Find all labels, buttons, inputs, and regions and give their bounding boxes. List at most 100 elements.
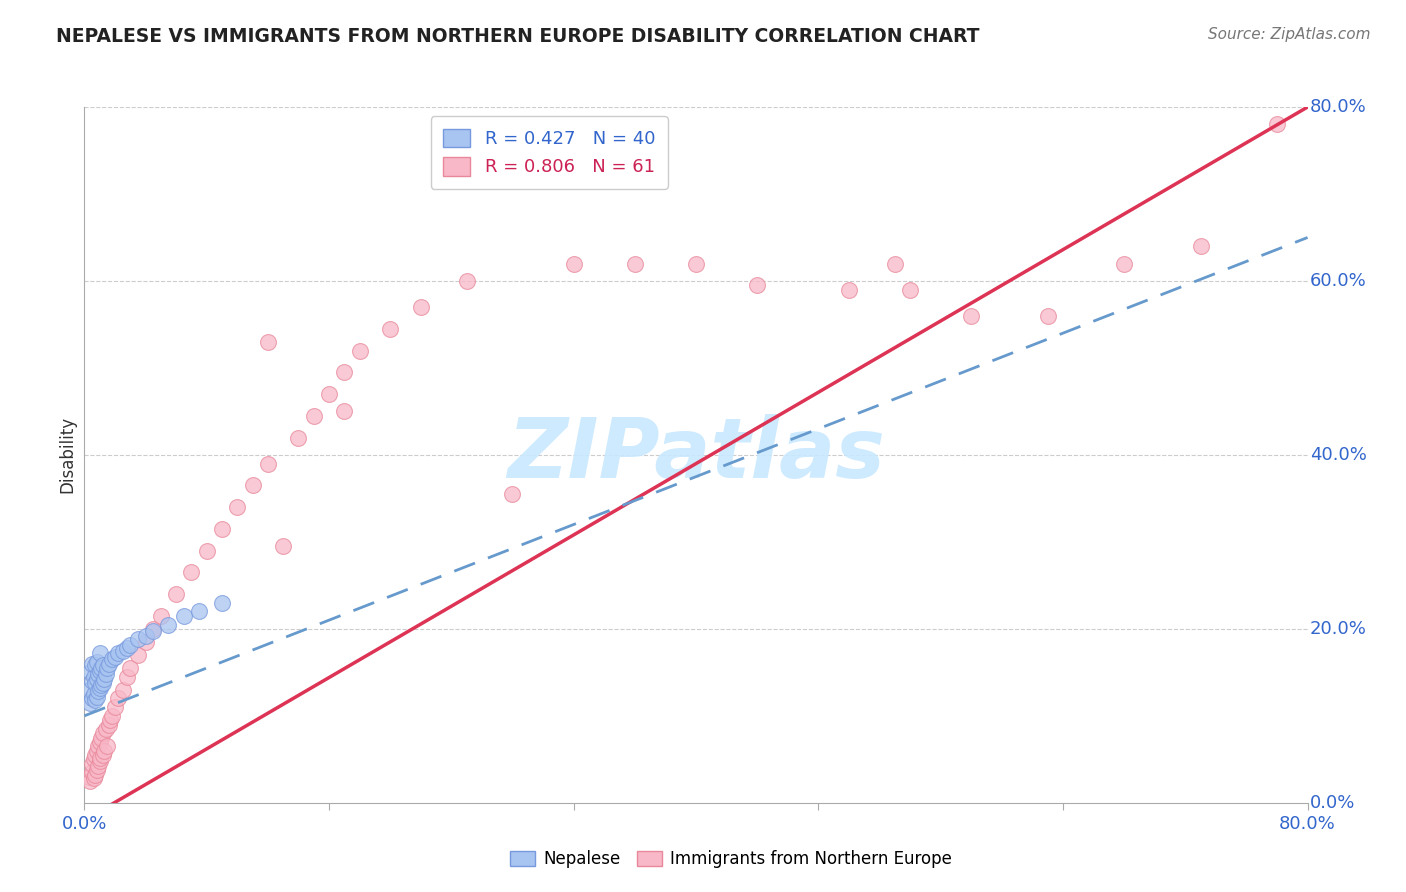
Point: [271, 539, 294, 553]
Point: [562, 256, 585, 270]
Point: [86, 763, 108, 777]
Point: [93, 744, 115, 758]
Point: [96, 661, 118, 675]
Text: Source: ZipAtlas.com: Source: ZipAtlas.com: [1208, 27, 1371, 42]
Point: [89, 646, 111, 660]
Point: [115, 640, 138, 655]
Point: [120, 638, 142, 652]
Point: [135, 629, 157, 643]
Point: [838, 283, 860, 297]
Legend: R = 0.427   N = 40, R = 0.806   N = 61: R = 0.427 N = 40, R = 0.806 N = 61: [430, 116, 668, 189]
Point: [107, 691, 129, 706]
Point: [89, 750, 111, 764]
Point: [84, 768, 107, 782]
Point: [91, 675, 114, 690]
Point: [86, 744, 108, 758]
Point: [89, 681, 111, 695]
Point: [333, 404, 356, 418]
Point: [83, 670, 105, 684]
Point: [91, 747, 114, 762]
Point: [84, 658, 107, 673]
Text: 0.0%: 0.0%: [1310, 794, 1355, 812]
Point: [77, 770, 100, 784]
Point: [86, 673, 108, 687]
Point: [93, 673, 115, 687]
Point: [456, 274, 478, 288]
Point: [89, 664, 111, 678]
Legend: Nepalese, Immigrants from Northern Europe: Nepalese, Immigrants from Northern Europ…: [503, 844, 959, 875]
Point: [86, 655, 108, 669]
Point: [80, 756, 103, 771]
Point: [1114, 256, 1136, 270]
Point: [409, 300, 432, 314]
Point: [84, 747, 107, 762]
Point: [883, 256, 905, 270]
Point: [77, 682, 100, 697]
Text: NEPALESE VS IMMIGRANTS FROM NORTHERN EUROPE DISABILITY CORRELATION CHART: NEPALESE VS IMMIGRANTS FROM NORTHERN EUR…: [56, 27, 980, 45]
Point: [80, 765, 103, 780]
Point: [84, 693, 107, 707]
Point: [898, 283, 921, 297]
Point: [87, 684, 110, 698]
Point: [226, 500, 249, 514]
Point: [83, 772, 105, 786]
Point: [127, 632, 149, 647]
Text: 40.0%: 40.0%: [1310, 446, 1367, 464]
Point: [180, 566, 202, 580]
Text: 20.0%: 20.0%: [1310, 620, 1367, 638]
Point: [157, 617, 180, 632]
Point: [83, 752, 105, 766]
Point: [91, 726, 114, 740]
Point: [142, 624, 165, 638]
Point: [502, 487, 524, 501]
Point: [90, 731, 112, 745]
Point: [149, 608, 172, 623]
Point: [79, 665, 101, 680]
Point: [142, 622, 165, 636]
Y-axis label: Disability: Disability: [58, 417, 76, 493]
Point: [107, 646, 129, 660]
Point: [624, 256, 647, 270]
Point: [79, 696, 101, 710]
Point: [90, 661, 112, 675]
Point: [80, 691, 103, 706]
Point: [211, 596, 233, 610]
Point: [165, 587, 187, 601]
Point: [84, 675, 107, 690]
Point: [135, 635, 157, 649]
Point: [111, 682, 134, 697]
Point: [1189, 239, 1212, 253]
Point: [349, 343, 371, 358]
Point: [97, 657, 120, 671]
Point: [98, 713, 121, 727]
Point: [1036, 309, 1059, 323]
Text: 60.0%: 60.0%: [1310, 272, 1367, 290]
Point: [89, 754, 111, 768]
Point: [111, 643, 134, 657]
Point: [747, 278, 769, 293]
Point: [211, 522, 233, 536]
Point: [104, 700, 127, 714]
Point: [96, 739, 118, 754]
Point: [80, 674, 103, 689]
Point: [115, 670, 138, 684]
Point: [188, 605, 211, 619]
Point: [257, 457, 280, 471]
Point: [101, 708, 124, 723]
Point: [87, 739, 110, 754]
Point: [89, 735, 111, 749]
Point: [173, 608, 195, 623]
Point: [104, 649, 127, 664]
Point: [127, 648, 149, 662]
Text: 80.0%: 80.0%: [1310, 98, 1367, 116]
Point: [91, 658, 114, 673]
Point: [87, 759, 110, 773]
Point: [120, 661, 142, 675]
Point: [94, 667, 117, 681]
Point: [287, 431, 309, 445]
Point: [960, 309, 983, 323]
Point: [79, 774, 101, 789]
Point: [318, 387, 340, 401]
Point: [94, 722, 117, 736]
Point: [302, 409, 325, 423]
